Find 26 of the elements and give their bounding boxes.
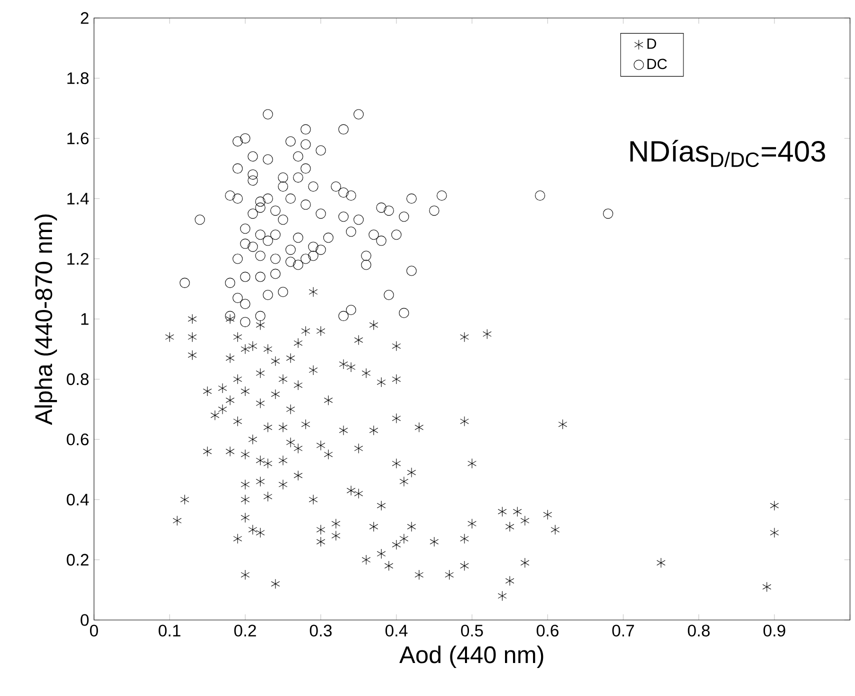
x-tick-label: 0.2 [234,624,256,637]
x-tick-label: 0.4 [385,624,408,637]
x-tick-label: 0.6 [536,624,558,637]
x-tick-label: 0.5 [461,624,483,637]
y-tick-label: 1.2 [67,252,88,265]
y-tick-label: 0.4 [66,494,89,506]
annotation: NDías$_{D/DC}$=403 [630,140,826,168]
y-tick-label: 1 [81,313,88,325]
legend-label: D [647,38,656,49]
x-tick-label: 0 [90,624,98,637]
x-tick-label: 0.7 [612,624,634,637]
y-tick-label: 0 [80,614,89,626]
y-tick-label: 1.6 [67,132,89,144]
y-tick-label: 0.2 [66,554,88,566]
x-tick-label: 0.3 [310,624,332,637]
y-axis-title: Alpha (440-870 nm) [34,214,57,426]
x-tick-label: 0.1 [158,624,180,637]
x-tick-label: 0.8 [688,624,710,637]
y-tick-label: 0.8 [66,373,89,386]
legend-label: DC [647,58,667,70]
y-tick-label: 0.6 [66,434,89,446]
y-tick-label: 2 [80,12,88,24]
x-tick-label: 0.9 [763,624,786,637]
y-tick-label: 1.8 [67,72,89,84]
x-axis-title: Aod (440 nm) [399,646,544,668]
y-tick-label: 1.4 [67,192,89,204]
